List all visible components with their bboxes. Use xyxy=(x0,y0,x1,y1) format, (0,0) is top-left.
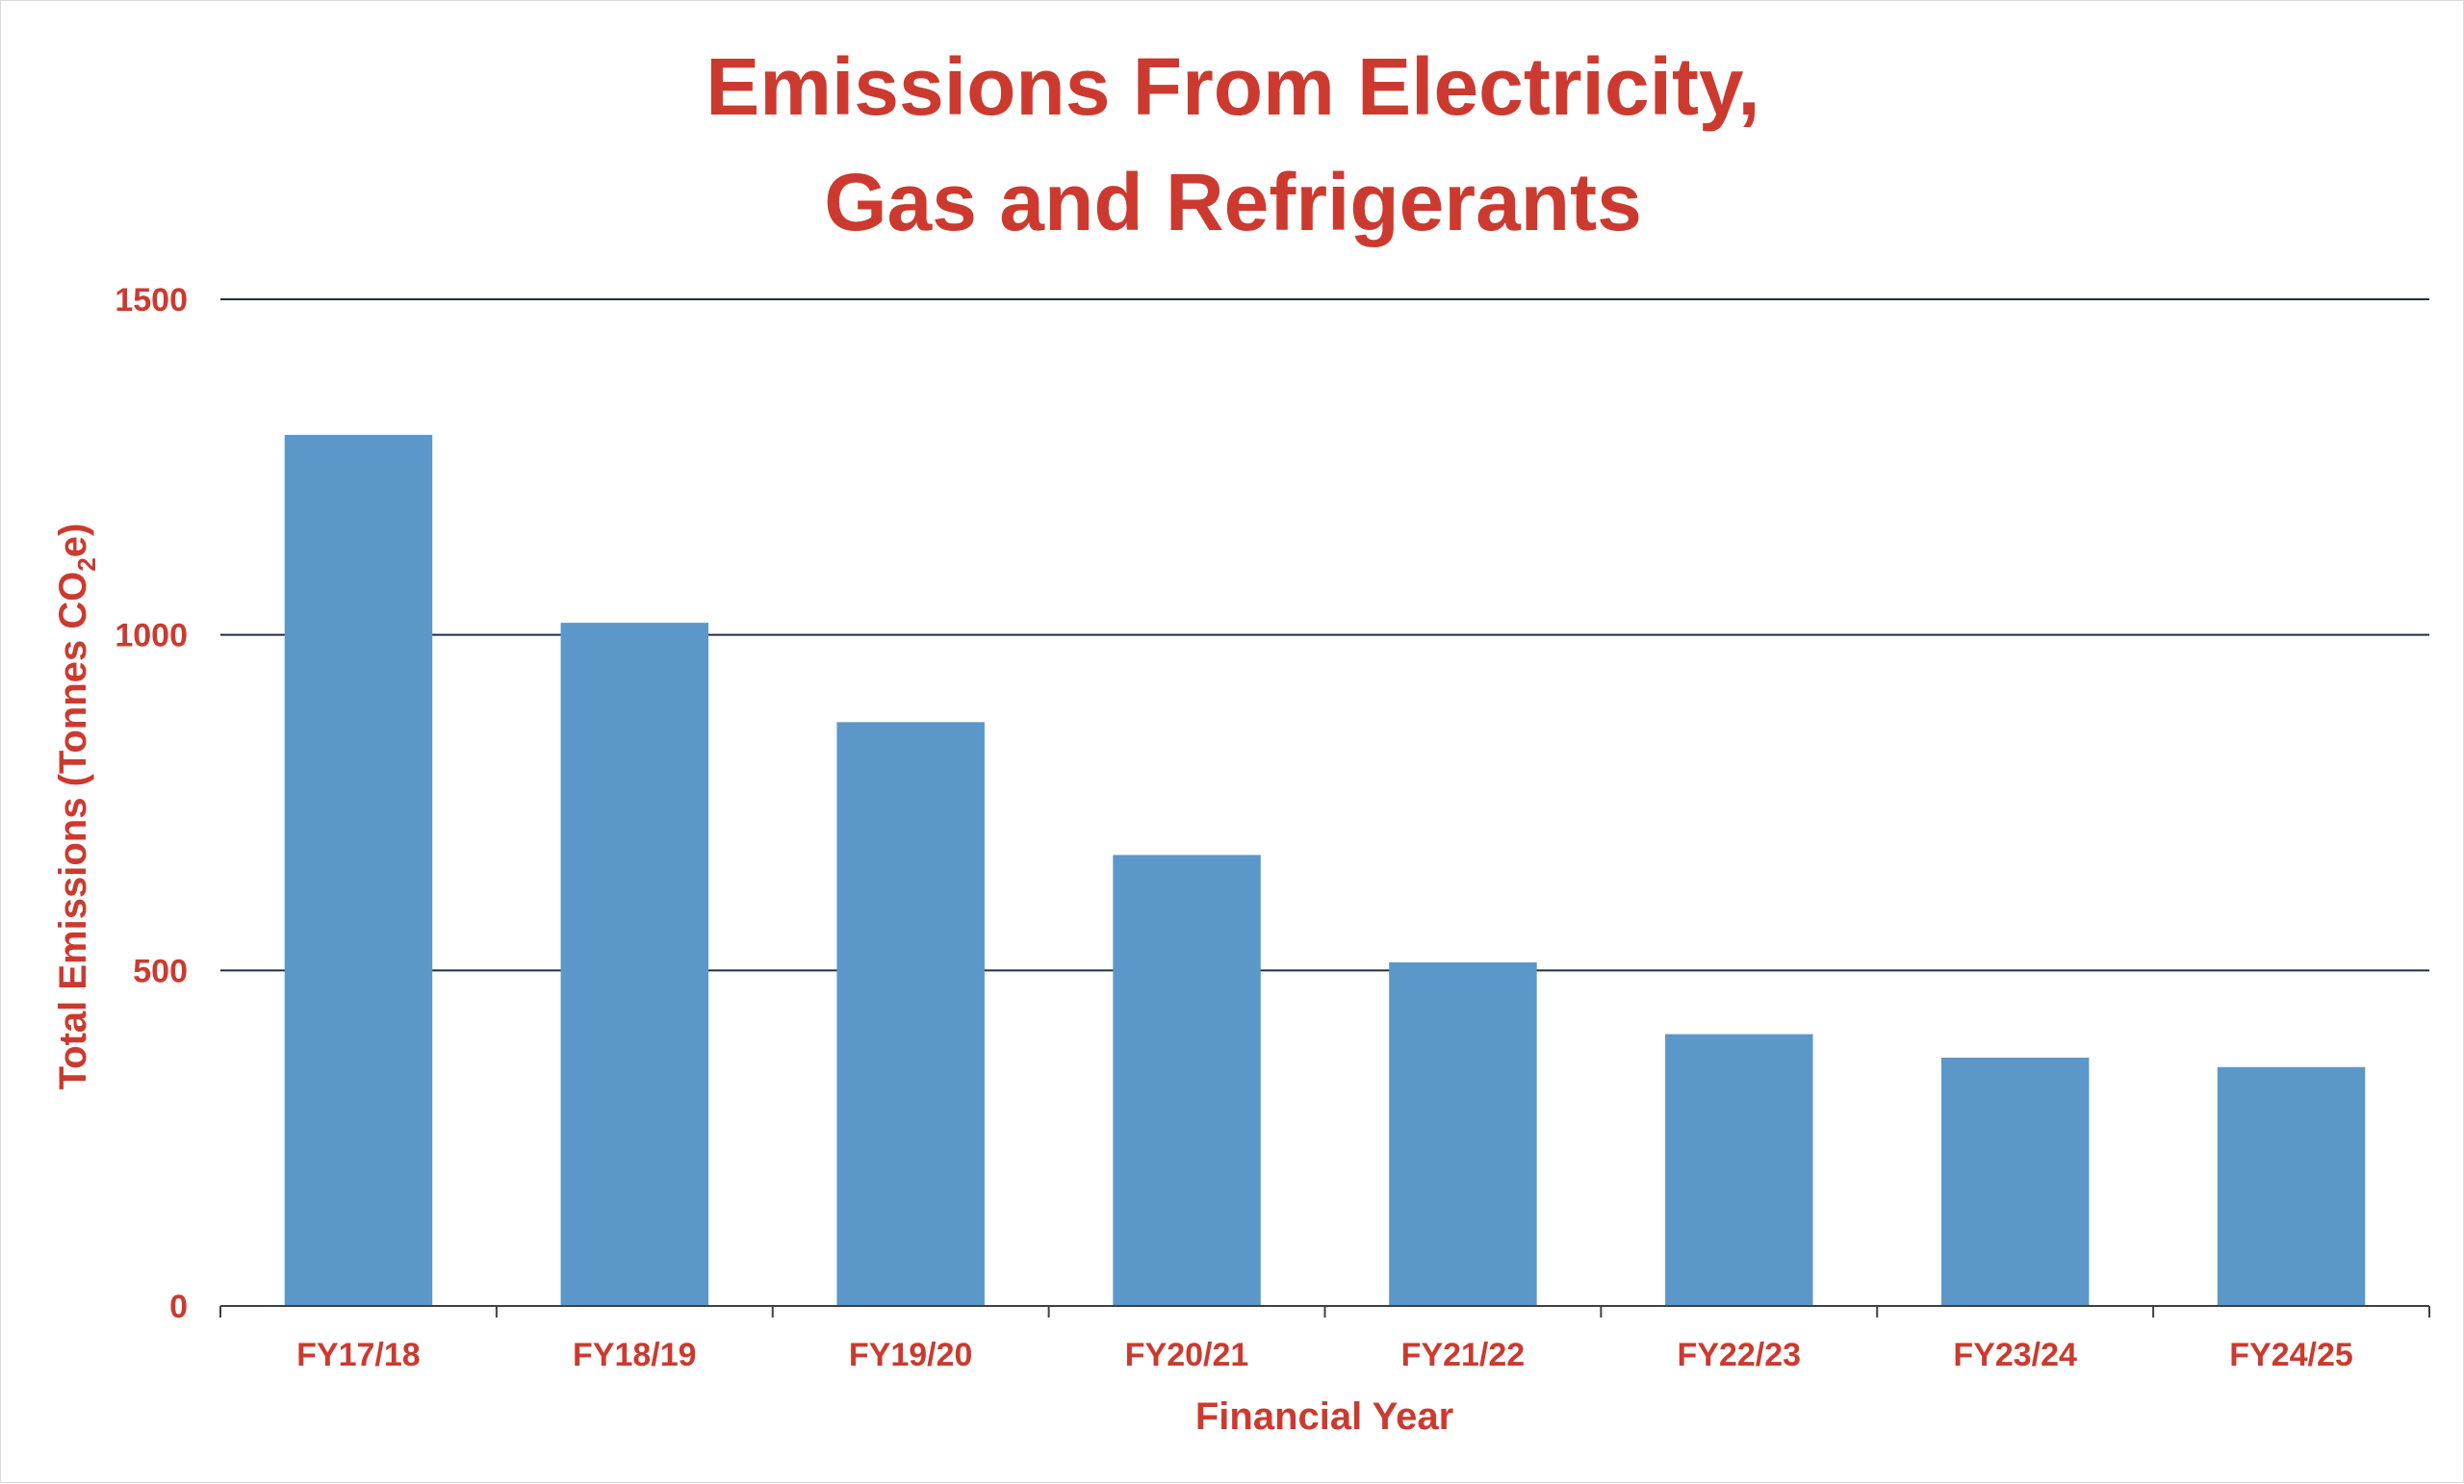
y-axis-ticks: 0 500 1000 1500 xyxy=(115,282,188,1325)
x-tick-label-fy22-23: FY22/23 xyxy=(1678,1337,1802,1373)
bar-fy23-24 xyxy=(1940,1057,2090,1306)
y-tick-label-0: 0 xyxy=(169,1289,188,1325)
y-axis-title: Total Emissions (Tonnes CO2e) xyxy=(52,524,101,1090)
bar-fy19-20 xyxy=(836,722,985,1306)
bar-fy20-21 xyxy=(1113,855,1261,1306)
y-tick-label-1000: 1000 xyxy=(115,618,188,654)
x-axis-ticks: FY17/18 FY18/19 FY19/20 FY20/21 FY21/22 FY22/… xyxy=(296,1337,2353,1373)
bar-fy21-22 xyxy=(1389,961,1537,1306)
bar-fy24-25 xyxy=(2217,1066,2366,1306)
x-axis-title: Financial Year xyxy=(1195,1395,1453,1438)
y-axis-title-subscript: 2 xyxy=(72,557,101,571)
x-tick-label-fy23-24: FY23/24 xyxy=(1953,1337,2077,1373)
y-axis-title-end: e) xyxy=(52,524,94,558)
y-axis-title-main: Total Emissions (Tonnes CO xyxy=(52,572,94,1090)
y-tick-label-500: 500 xyxy=(133,953,188,989)
x-tick-label-fy24-25: FY24/25 xyxy=(2229,1337,2353,1373)
bar-fy18-19 xyxy=(560,623,709,1306)
bar-fy17-18 xyxy=(284,434,433,1306)
x-tick-label-fy17-18: FY17/18 xyxy=(296,1337,421,1373)
x-tick-label-fy19-20: FY19/20 xyxy=(849,1337,973,1373)
x-tick-label-fy18-19: FY18/19 xyxy=(573,1337,697,1373)
y-tick-label-1500: 1500 xyxy=(115,282,188,319)
x-tick-label-fy21-22: FY21/22 xyxy=(1401,1337,1526,1373)
x-axis xyxy=(219,1305,2430,1318)
chart-title-line-2: Gas and Refrigerants xyxy=(824,157,1642,247)
bars xyxy=(284,434,2366,1306)
x-tick-label-fy20-21: FY20/21 xyxy=(1125,1337,1249,1373)
gridlines xyxy=(220,298,2429,972)
bar-fy22-23 xyxy=(1665,1034,1813,1306)
chart-title-line-1: Emissions From Electricity, xyxy=(706,41,1760,132)
